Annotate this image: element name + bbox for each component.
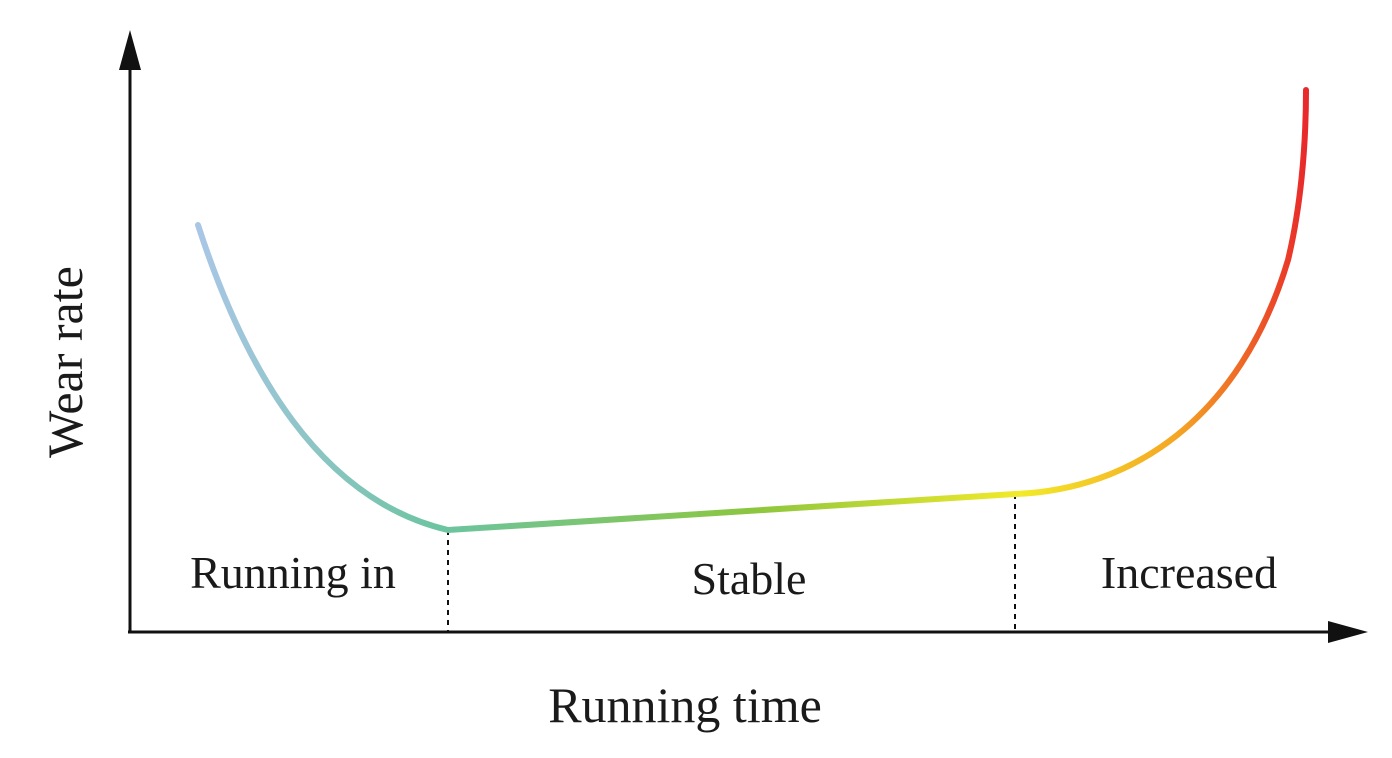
y-axis-arrowhead [119,30,141,70]
phase-label-running-in: Running in [190,547,396,598]
x-axis-title: Running time [548,677,822,733]
x-axis-arrowhead [1328,621,1368,643]
phase-label-stable: Stable [692,553,807,604]
phase-label-increased: Increased [1101,547,1277,598]
y-axis-title: Wear rate [37,266,93,458]
wear-rate-curve [195,87,1309,534]
